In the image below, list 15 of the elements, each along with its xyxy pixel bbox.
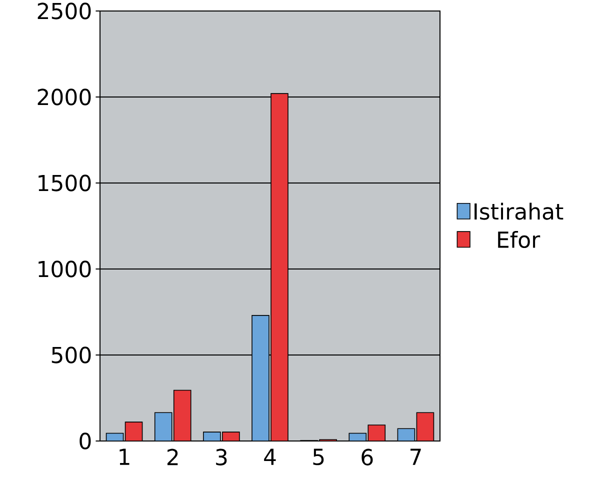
y-tick-label: 2000	[38, 88, 91, 106]
x-tick-label: 4	[264, 448, 276, 465]
y-tick-label: 2500	[38, 2, 91, 20]
x-tick-label: 7	[410, 448, 421, 465]
x-tick-label: 1	[120, 448, 130, 465]
y-tick-label: 1500	[38, 174, 91, 192]
x-tick-label: 6	[362, 448, 373, 466]
legend-label: Efor	[498, 230, 540, 248]
x-tick-label: 2	[167, 448, 178, 466]
y-tick-label: 0	[80, 432, 91, 450]
legend-label: Istirahat	[474, 202, 564, 220]
y-tick-label: 1000	[38, 260, 91, 278]
x-tick-label: 3	[216, 448, 227, 466]
y-tick-label: 500	[52, 346, 91, 364]
x-tick-label: 5	[313, 448, 324, 466]
